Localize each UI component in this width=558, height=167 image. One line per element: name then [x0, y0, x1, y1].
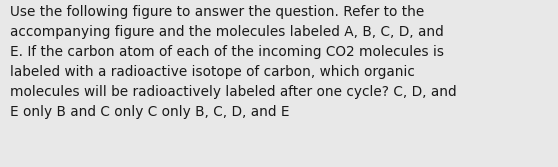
Text: Use the following figure to answer the question. Refer to the
accompanying figur: Use the following figure to answer the q…	[10, 5, 456, 119]
